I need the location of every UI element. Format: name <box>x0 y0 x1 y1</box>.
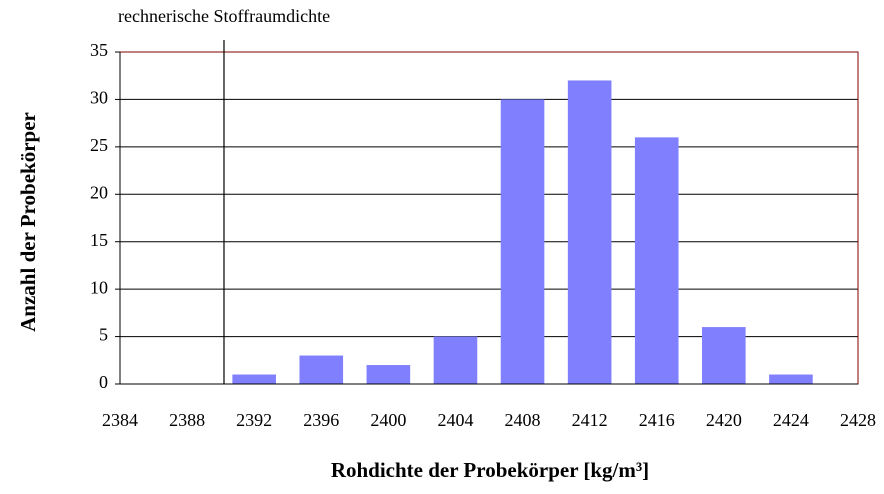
y-tick-label: 30 <box>90 88 108 108</box>
bar <box>634 137 679 384</box>
y-tick-label: 25 <box>90 135 108 155</box>
y-tick-label: 0 <box>99 372 108 392</box>
x-tick-label: 2392 <box>236 410 272 430</box>
bar <box>232 374 276 384</box>
bar <box>433 336 478 384</box>
plot-border <box>119 51 859 385</box>
y-tick-label: 15 <box>90 230 108 250</box>
x-tick-label: 2412 <box>572 410 608 430</box>
y-tick-label: 5 <box>99 325 108 345</box>
x-tick-label: 2424 <box>773 410 809 430</box>
x-tick-label: 2384 <box>102 410 138 430</box>
x-tick-label: 2396 <box>303 410 339 430</box>
reference-label: rechnerische Stoffraumdichte <box>118 6 330 26</box>
x-tick-label: 2388 <box>169 410 205 430</box>
bar <box>366 365 411 384</box>
y-tick-label: 10 <box>90 277 108 297</box>
bar <box>299 355 344 384</box>
x-tick-label: 2420 <box>706 410 742 430</box>
y-tick-label: 20 <box>90 182 108 202</box>
bar <box>500 99 545 384</box>
bar <box>769 374 813 384</box>
y-axis-label: Anzahl der Probekörper <box>16 112 40 332</box>
x-tick-label: 2416 <box>639 410 675 430</box>
y-tick-label: 35 <box>90 40 108 60</box>
x-tick-label: 2408 <box>505 410 541 430</box>
x-tick-label: 2428 <box>840 410 876 430</box>
x-tick-label: 2400 <box>370 410 406 430</box>
bar <box>567 80 612 384</box>
x-axis-label: Rohdichte der Probekörper [kg/m³] <box>331 458 649 482</box>
x-tick-label: 2404 <box>437 410 473 430</box>
bar <box>702 327 746 384</box>
